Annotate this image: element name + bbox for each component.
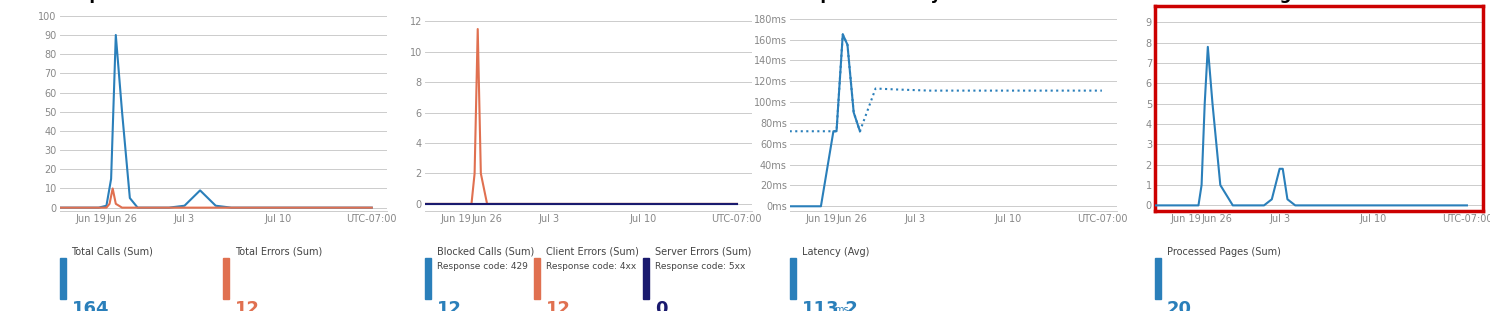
- Text: Server Errors (Sum): Server Errors (Sum): [656, 247, 751, 257]
- Text: 12: 12: [235, 300, 261, 311]
- Text: Response code: 429: Response code: 429: [437, 262, 527, 271]
- Text: Errors: Errors: [425, 0, 483, 3]
- Text: 164: 164: [72, 300, 109, 311]
- Text: Response code: 5xx: Response code: 5xx: [656, 262, 745, 271]
- Text: Total Calls (Sum): Total Calls (Sum): [72, 247, 153, 257]
- Text: Processed Pages (Sum): Processed Pages (Sum): [1167, 247, 1280, 257]
- Text: Total Errors (Sum): Total Errors (Sum): [235, 247, 323, 257]
- Text: 0: 0: [656, 300, 668, 311]
- Text: Request latency: Request latency: [790, 0, 942, 3]
- Text: 20: 20: [1167, 300, 1192, 311]
- Text: Blocked Calls (Sum): Blocked Calls (Sum): [437, 247, 533, 257]
- Text: Client Errors (Sum): Client Errors (Sum): [545, 247, 639, 257]
- Text: 12: 12: [545, 300, 571, 311]
- Text: Requests: Requests: [60, 0, 146, 3]
- Text: 12: 12: [437, 300, 462, 311]
- Text: ms: ms: [834, 305, 849, 311]
- Text: 113.2: 113.2: [802, 300, 858, 311]
- Text: Latency (Avg): Latency (Avg): [802, 247, 869, 257]
- Text: Processed Pages: Processed Pages: [1155, 0, 1313, 3]
- Text: Response code: 4xx: Response code: 4xx: [545, 262, 636, 271]
